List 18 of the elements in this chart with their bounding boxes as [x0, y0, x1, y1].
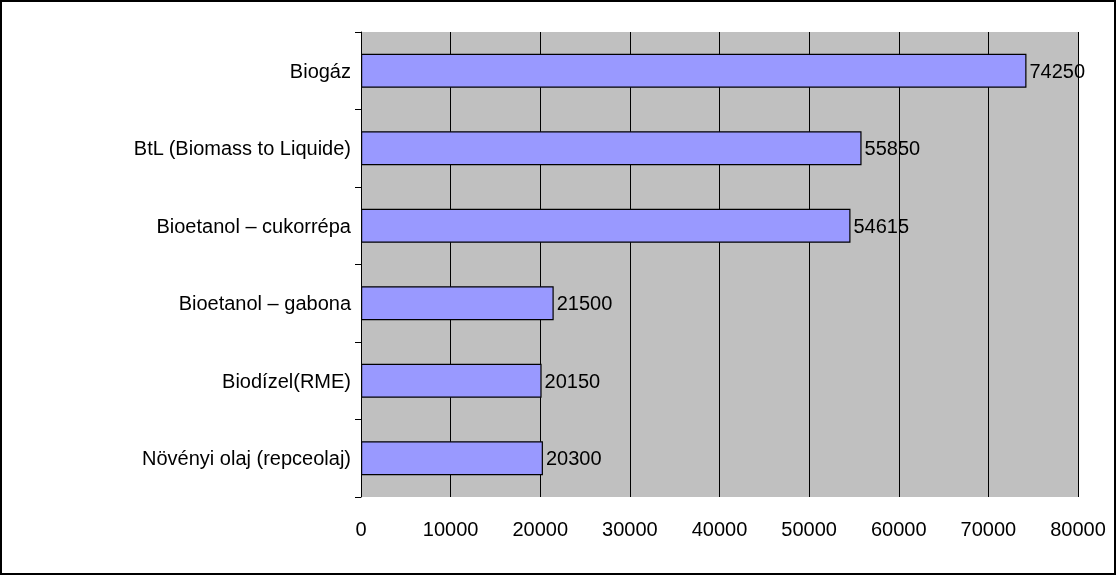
y-tick-label: Biogáz — [289, 59, 351, 82]
x-tick-label: 20000 — [512, 518, 569, 540]
x-tick-label: 70000 — [960, 518, 1017, 540]
x-tick-label: 60000 — [870, 518, 927, 540]
y-tick-label: Bioetanol – gabona — [178, 292, 352, 315]
x-tick-label: 30000 — [602, 518, 658, 540]
x-tick-label: 10000 — [422, 518, 479, 540]
data-label: 20300 — [545, 447, 602, 470]
x-tick-label: 0 — [355, 518, 367, 540]
y-tick-label: Bioetanol – cukorrépa — [156, 214, 352, 237]
data-label: 21500 — [556, 292, 613, 315]
data-label: 20150 — [544, 369, 601, 392]
y-tick-label: Növényi olaj (repceolaj) — [142, 447, 351, 470]
x-tick-label: 80000 — [1050, 518, 1106, 540]
y-tick-label: BtL (Biomass to Liquide) — [133, 137, 351, 160]
x-tick-label: 40000 — [691, 518, 748, 540]
x-tick-label: 50000 — [781, 518, 837, 540]
y-tick-label: Biodízel(RME) — [222, 369, 351, 392]
